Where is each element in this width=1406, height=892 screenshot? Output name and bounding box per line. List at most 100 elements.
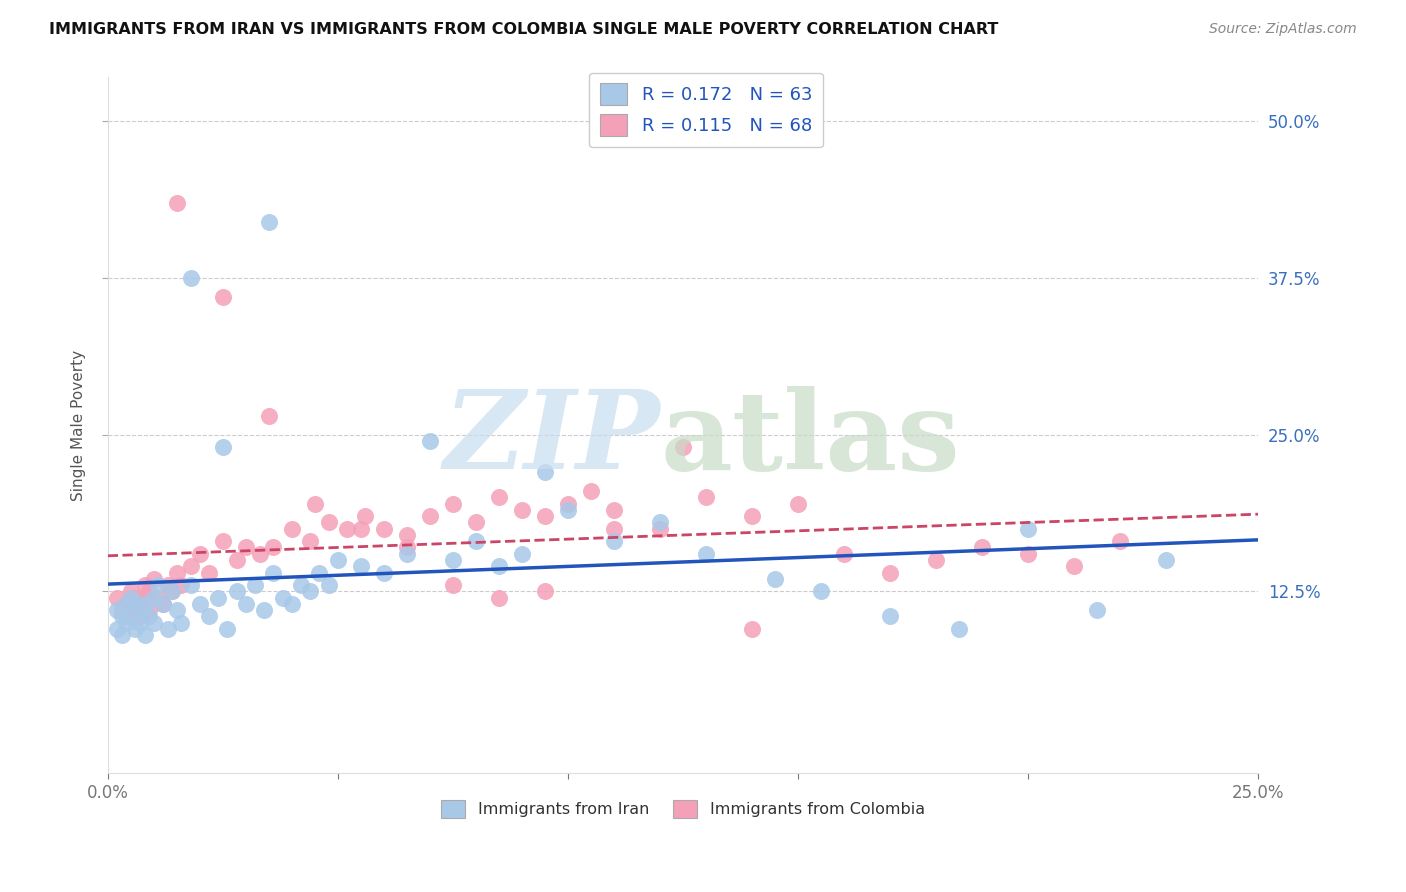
Point	[299, 534, 322, 549]
Point	[129, 615, 152, 630]
Point	[142, 615, 165, 630]
Point	[488, 491, 510, 505]
Point	[395, 547, 418, 561]
Point	[419, 434, 441, 448]
Point	[124, 622, 146, 636]
Point	[534, 584, 557, 599]
Point	[832, 547, 855, 561]
Point	[441, 553, 464, 567]
Point	[243, 578, 266, 592]
Point	[281, 597, 304, 611]
Point	[318, 578, 340, 592]
Point	[142, 572, 165, 586]
Point	[1017, 547, 1039, 561]
Point	[134, 597, 156, 611]
Point	[120, 597, 142, 611]
Legend: Immigrants from Iran, Immigrants from Colombia: Immigrants from Iran, Immigrants from Co…	[434, 794, 931, 824]
Point	[211, 534, 233, 549]
Point	[465, 534, 488, 549]
Point	[180, 271, 202, 285]
Point	[441, 578, 464, 592]
Text: IMMIGRANTS FROM IRAN VS IMMIGRANTS FROM COLOMBIA SINGLE MALE POVERTY CORRELATION: IMMIGRANTS FROM IRAN VS IMMIGRANTS FROM …	[49, 22, 998, 37]
Point	[115, 597, 138, 611]
Point	[138, 603, 160, 617]
Point	[695, 491, 717, 505]
Point	[156, 578, 179, 592]
Point	[235, 541, 257, 555]
Point	[188, 547, 211, 561]
Point	[318, 516, 340, 530]
Point	[235, 597, 257, 611]
Point	[105, 591, 128, 605]
Point	[557, 503, 579, 517]
Point	[198, 609, 221, 624]
Point	[373, 522, 395, 536]
Point	[603, 503, 626, 517]
Point	[138, 584, 160, 599]
Point	[1085, 603, 1108, 617]
Point	[124, 597, 146, 611]
Point	[110, 603, 132, 617]
Point	[308, 566, 330, 580]
Point	[603, 522, 626, 536]
Point	[211, 440, 233, 454]
Point	[763, 572, 786, 586]
Text: ZIP: ZIP	[443, 385, 659, 493]
Point	[148, 591, 170, 605]
Point	[299, 584, 322, 599]
Point	[972, 541, 994, 555]
Point	[257, 214, 280, 228]
Point	[134, 591, 156, 605]
Point	[281, 522, 304, 536]
Point	[120, 609, 142, 624]
Point	[579, 484, 602, 499]
Point	[160, 584, 183, 599]
Point	[105, 603, 128, 617]
Point	[198, 566, 221, 580]
Point	[156, 622, 179, 636]
Point	[441, 497, 464, 511]
Point	[1109, 534, 1132, 549]
Point	[160, 584, 183, 599]
Point	[603, 534, 626, 549]
Text: Source: ZipAtlas.com: Source: ZipAtlas.com	[1209, 22, 1357, 37]
Point	[134, 578, 156, 592]
Point	[354, 509, 377, 524]
Point	[225, 584, 247, 599]
Point	[419, 509, 441, 524]
Text: atlas: atlas	[659, 385, 960, 492]
Point	[810, 584, 832, 599]
Point	[188, 597, 211, 611]
Point	[1156, 553, 1178, 567]
Point	[129, 597, 152, 611]
Point	[217, 622, 239, 636]
Point	[271, 591, 294, 605]
Point	[1017, 522, 1039, 536]
Point	[290, 578, 312, 592]
Point	[138, 609, 160, 624]
Point	[180, 578, 202, 592]
Point	[672, 440, 695, 454]
Point	[120, 584, 142, 599]
Point	[124, 591, 146, 605]
Point	[879, 566, 901, 580]
Y-axis label: Single Male Poverty: Single Male Poverty	[72, 350, 86, 500]
Point	[152, 597, 174, 611]
Point	[124, 603, 146, 617]
Point	[350, 559, 373, 574]
Point	[488, 559, 510, 574]
Point	[336, 522, 359, 536]
Point	[257, 409, 280, 423]
Point	[648, 516, 671, 530]
Point	[115, 609, 138, 624]
Point	[170, 578, 193, 592]
Point	[170, 615, 193, 630]
Point	[207, 591, 229, 605]
Point	[787, 497, 810, 511]
Point	[253, 603, 276, 617]
Point	[695, 547, 717, 561]
Point	[534, 465, 557, 479]
Point	[129, 609, 152, 624]
Point	[142, 591, 165, 605]
Point	[152, 597, 174, 611]
